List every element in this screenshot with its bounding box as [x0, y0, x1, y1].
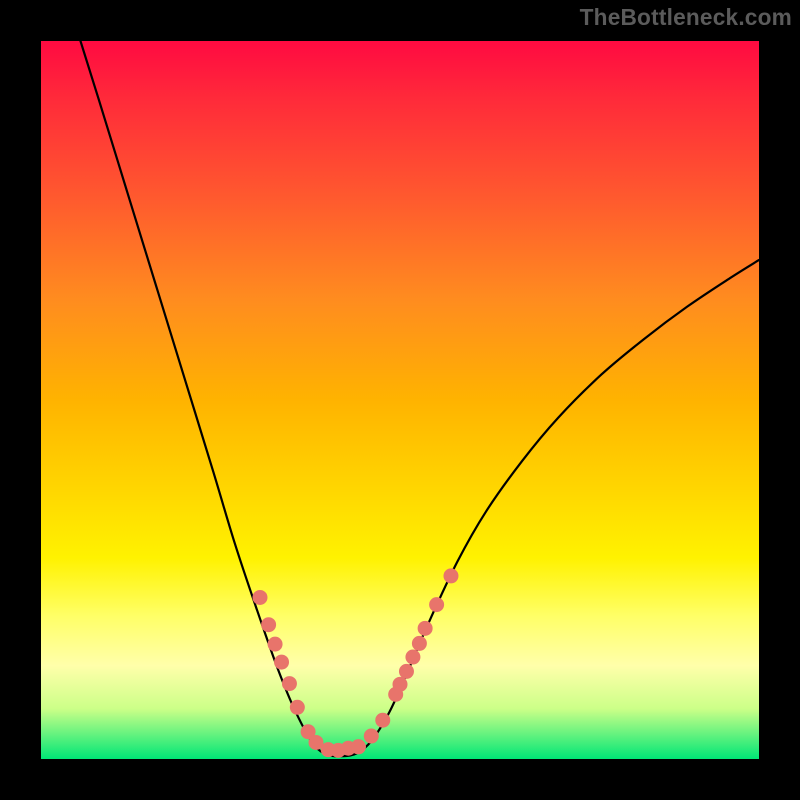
data-marker: [308, 735, 323, 750]
data-marker: [399, 664, 414, 679]
data-marker: [443, 568, 458, 583]
data-marker: [375, 713, 390, 728]
data-marker: [388, 687, 403, 702]
data-marker: [274, 655, 289, 670]
data-marker: [364, 729, 379, 744]
bottleneck-curve-layer: [41, 41, 759, 759]
bottleneck-curve: [80, 41, 759, 756]
data-marker: [405, 650, 420, 665]
data-marker: [412, 636, 427, 651]
data-marker: [418, 621, 433, 636]
chart-plot-area: [41, 41, 759, 759]
data-marker: [351, 739, 366, 754]
data-marker: [301, 724, 316, 739]
data-marker: [252, 590, 267, 605]
data-marker: [429, 597, 444, 612]
data-marker: [341, 741, 356, 756]
data-marker: [393, 677, 408, 692]
data-marker: [290, 700, 305, 715]
data-marker: [351, 739, 366, 754]
data-marker: [268, 637, 283, 652]
chart-root: { "canvas": { "width": 800, "height": 80…: [0, 0, 800, 800]
data-marker: [261, 617, 276, 632]
data-marker: [331, 743, 346, 758]
data-marker: [282, 676, 297, 691]
watermark-label: TheBottleneck.com: [580, 4, 792, 31]
data-marker: [321, 742, 336, 757]
